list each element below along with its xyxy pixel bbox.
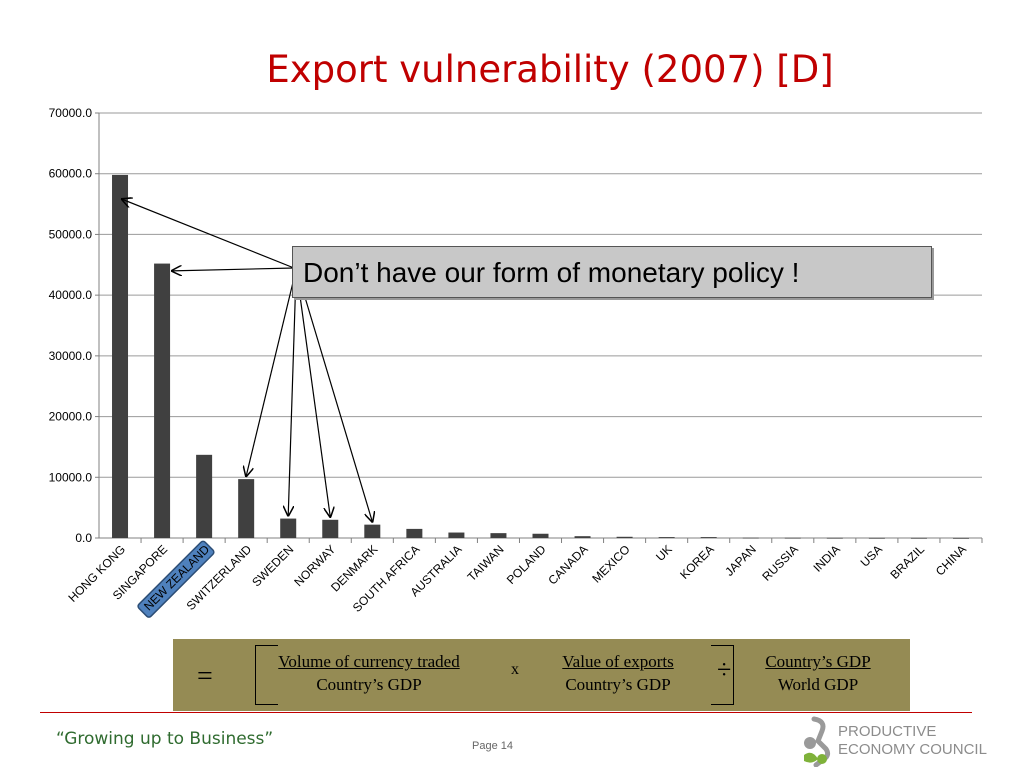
x-tick-label: INDIA: [810, 542, 843, 575]
chart-bars: [112, 174, 969, 539]
chart-grid: [99, 112, 982, 539]
x-tick-label-group: KOREA: [677, 542, 717, 582]
callout-arrows: [122, 199, 372, 521]
callout-arrow: [172, 268, 295, 271]
bar: [532, 533, 549, 538]
x-tick-label-group: BRAZIL: [887, 542, 927, 582]
fraction-denominator: Country’s GDP: [316, 675, 422, 694]
leaf-logo-icon: [804, 716, 831, 768]
y-tick-label: 20000.0: [49, 410, 93, 424]
x-tick-label: MEXICO: [589, 542, 632, 585]
callout-arrow: [297, 273, 372, 522]
x-tick-label: KOREA: [677, 542, 717, 582]
bracket-left: [255, 645, 278, 705]
x-tick-label-group: SWEDEN: [249, 542, 296, 589]
x-tick-label: CANADA: [545, 542, 590, 587]
logo-line-1: PRODUCTIVE: [838, 723, 937, 740]
bar: [952, 537, 969, 539]
callout-box: Don’t have our form of monetary policy !: [292, 246, 932, 298]
bar: [280, 518, 297, 538]
x-tick-label: POLAND: [504, 542, 549, 587]
fraction-denominator: World GDP: [777, 675, 859, 694]
bar: [154, 263, 171, 538]
bar: [448, 532, 465, 538]
bar: [196, 454, 213, 538]
bar: [574, 536, 591, 538]
divide-operator: ÷: [717, 655, 732, 684]
y-axis: 0.0 10000.0 20000.0 30000.0 40000.0 50000.0 60…: [49, 106, 982, 545]
x-tick-label: TAIWAN: [465, 542, 507, 584]
bar: [238, 479, 255, 538]
fraction-currency: Volume of currency traded Country’s GDP: [253, 650, 485, 696]
x-tick-label-group: CANADA: [545, 542, 590, 587]
x-tick-label: USA: [858, 542, 885, 569]
x-tick-label-group: JAPAN: [722, 542, 759, 579]
logo-text: PRODUCTIVE ECONOMY COUNCIL: [838, 723, 987, 759]
bar: [364, 524, 381, 538]
bar: [868, 537, 885, 539]
y-tick-label: 40000.0: [49, 288, 93, 302]
x-tick-label-group: TAIWAN: [465, 542, 507, 584]
y-tick-label: 30000.0: [49, 349, 93, 363]
callout-arrow: [288, 273, 297, 516]
highlight-box: [137, 540, 215, 618]
x-tick-label-group: INDIA: [810, 542, 843, 575]
footer-tagline: “Growing up to Business”: [56, 729, 274, 749]
y-tick-label: 0.0: [75, 531, 92, 545]
y-tick-label: 60000.0: [49, 167, 93, 181]
footer-divider: [40, 712, 972, 713]
callout-arrow: [296, 273, 330, 517]
x-tick-label-group: POLAND: [504, 542, 549, 587]
fraction-numerator: Volume of currency traded: [278, 652, 460, 671]
x-tick-label-group: MEXICO: [589, 542, 632, 585]
bar: [910, 537, 927, 539]
fraction-numerator: Value of exports: [562, 652, 674, 671]
x-tick-label: JAPAN: [722, 542, 759, 579]
x-tick-label: CHINA: [933, 542, 969, 578]
page-number: Page 14: [472, 740, 513, 752]
bar: [784, 537, 801, 539]
equals-sign: =: [197, 661, 213, 692]
bar: [658, 537, 675, 538]
callout-arrow: [122, 199, 295, 269]
formula-box: = Volume of currency traded Country’s GD…: [173, 639, 910, 711]
times-operator: x: [511, 661, 519, 678]
bar: [406, 528, 423, 538]
callout-arrow: [246, 273, 296, 476]
x-tick-label: UK: [653, 542, 675, 564]
fraction-numerator: Country’s GDP: [765, 652, 871, 671]
x-tick-label: BRAZIL: [887, 542, 927, 582]
slide-title: Export vulnerability (2007) [D]: [266, 48, 834, 91]
bracket-right: [711, 645, 734, 705]
bar: [112, 174, 129, 538]
y-tick-label: 10000.0: [49, 470, 93, 484]
productive-economy-council-logo: PRODUCTIVE ECONOMY COUNCIL: [800, 715, 1015, 768]
bar: [322, 519, 339, 538]
x-tick-label-group: USA: [858, 542, 885, 569]
x-tick-label-group: CHINA: [933, 542, 969, 578]
y-tick-label: 50000.0: [49, 227, 93, 241]
bar: [616, 536, 633, 538]
bar: [826, 537, 843, 539]
x-tick-label: RUSSIA: [759, 542, 800, 583]
bar-chart: 0.0 10000.0 20000.0 30000.0 40000.0 50000.0 60…: [49, 106, 983, 618]
bar: [490, 533, 507, 538]
bar: [700, 537, 717, 538]
x-tick-label: SWEDEN: [249, 542, 296, 589]
x-tick-label-group: UK: [653, 542, 675, 564]
y-tick-label: 70000.0: [49, 106, 93, 120]
fraction-world: Country’s GDP World GDP: [743, 650, 893, 696]
bar: [742, 537, 759, 539]
x-tick-label-group: RUSSIA: [759, 542, 800, 583]
logo-line-2: ECONOMY COUNCIL: [838, 741, 987, 758]
x-tick-label-group: NEW ZEALAND: [137, 540, 215, 618]
fraction-exports: Value of exports Country’s GDP: [538, 650, 698, 696]
fraction-denominator: Country’s GDP: [565, 675, 671, 694]
